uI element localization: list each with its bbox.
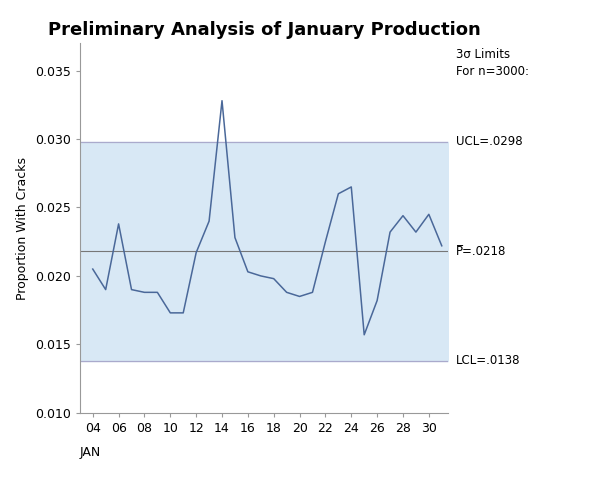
Text: 3σ Limits
For n=3000:: 3σ Limits For n=3000: (456, 48, 529, 78)
Text: JAN: JAN (80, 446, 101, 459)
Text: UCL=.0298: UCL=.0298 (456, 135, 523, 148)
Text: LCL=.0138: LCL=.0138 (456, 354, 520, 367)
Y-axis label: Proportion With Cracks: Proportion With Cracks (17, 156, 29, 300)
Title: Preliminary Analysis of January Production: Preliminary Analysis of January Producti… (48, 21, 480, 39)
Text: P̅=.0218: P̅=.0218 (456, 245, 506, 258)
